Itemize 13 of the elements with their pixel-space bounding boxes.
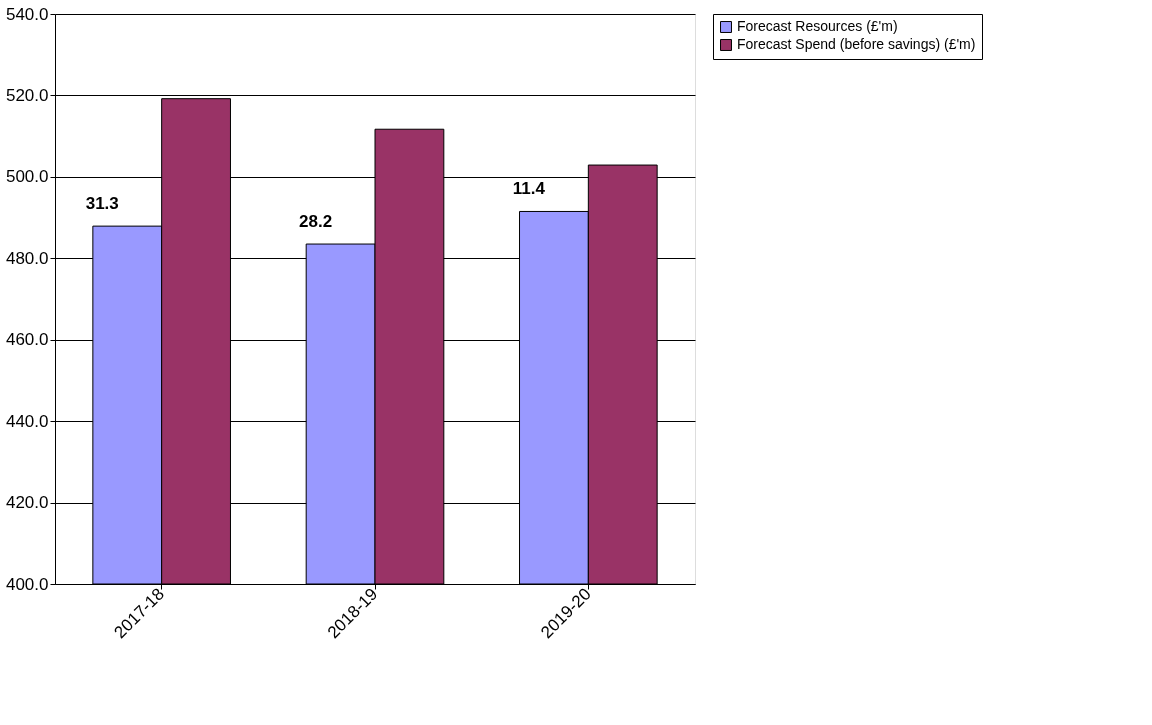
y-tick-label: 480.0 — [5, 248, 49, 268]
y-tick-label: 500.0 — [5, 167, 49, 187]
y-tick-label: 460.0 — [5, 330, 49, 350]
y-tick-label: 440.0 — [5, 411, 49, 431]
y-tick-label: 520.0 — [5, 85, 49, 105]
annotation: 31.3 — [85, 194, 119, 214]
annotation: 11.4 — [512, 179, 546, 199]
legend-label: Forecast Resources (£'m) — [737, 18, 898, 34]
y-tick-label: 540.0 — [5, 4, 49, 24]
y-tick-label: 420.0 — [5, 493, 49, 513]
legend-label: Forecast Spend (before savings) (£'m) — [737, 36, 976, 52]
y-tick-label: 400.0 — [5, 574, 49, 594]
annotation: 28.2 — [299, 212, 333, 232]
